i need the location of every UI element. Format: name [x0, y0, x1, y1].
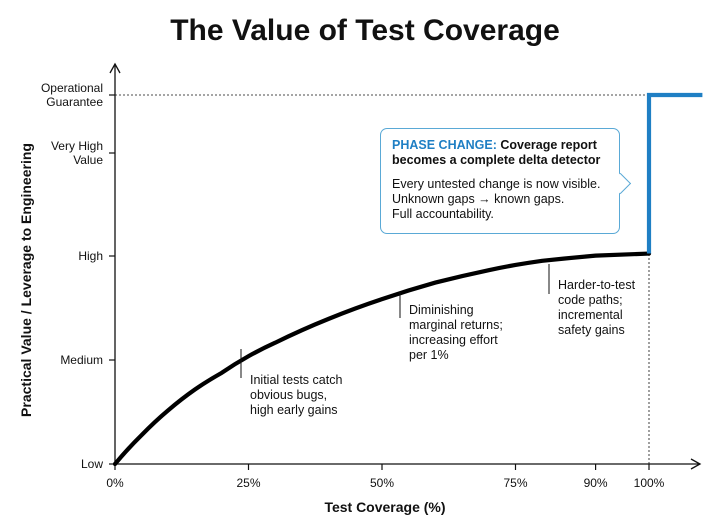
- annotation-line: high early gains: [250, 403, 338, 417]
- y-tick-label-line: Medium: [60, 353, 103, 367]
- y-tick-label-line: Very High: [51, 139, 103, 153]
- annotation-line: incremental: [558, 308, 623, 322]
- y-tick-label: Operational Guarantee: [41, 81, 103, 109]
- y-tick-label: Very High Value: [51, 139, 103, 167]
- callout-body-line: Unknown gaps → known gaps.: [392, 192, 565, 206]
- x-tick-label: 25%: [236, 476, 260, 490]
- y-tick-label-line: Value: [73, 153, 103, 167]
- guides: [115, 94, 650, 464]
- callout-headline-line2: becomes a complete delta detector: [392, 153, 601, 167]
- value-curve-line: [112, 251, 652, 467]
- x-tick-label: 100%: [634, 476, 665, 490]
- series: [112, 92, 703, 467]
- annotation-line: marginal returns;: [409, 318, 503, 332]
- x-tick-label: 0%: [106, 476, 124, 490]
- y-tick-label-line: Operational: [41, 81, 103, 95]
- x-tick-label: 50%: [370, 476, 394, 490]
- annotation-line: obvious bugs,: [250, 388, 327, 402]
- callout-tag: PHASE CHANGE:: [392, 138, 497, 152]
- callout-body: Every untested change is now visible. Un…: [392, 177, 609, 222]
- axes: 0% 25% 50% 75% 90% 100% Low Medium High Very High…: [41, 62, 702, 490]
- annotations: Initial tests catch obvious bugs, high ear…: [240, 264, 636, 417]
- annotation-line: per 1%: [409, 348, 449, 362]
- annotation-line: increasing effort: [409, 333, 498, 347]
- chart-title: The Value of Test Coverage: [170, 14, 560, 47]
- phase-change-line: [646, 92, 703, 254]
- y-tick-label: High: [78, 249, 103, 263]
- y-tick-label-line: Guarantee: [46, 95, 103, 109]
- x-tick-label: 75%: [503, 476, 527, 490]
- y-tick-label: Medium: [60, 353, 103, 367]
- callout-body-line: Full accountability.: [392, 207, 494, 221]
- phase-change-callout: PHASE CHANGE: Coverage report becomes a …: [380, 128, 632, 234]
- annotation-line: Initial tests catch: [250, 373, 342, 387]
- annotation-text: Harder-to-test code paths; incremental safe…: [558, 278, 636, 337]
- y-tick-label-line: High: [78, 249, 103, 263]
- annotation-line: safety gains: [558, 323, 625, 337]
- annotation-line: Diminishing: [409, 303, 474, 317]
- y-tick-label: Low: [81, 457, 103, 471]
- callout-body-line: Every untested change is now visible.: [392, 177, 601, 191]
- callout-headline: PHASE CHANGE: Coverage report becomes a …: [392, 138, 609, 168]
- callout-headline-rest: Coverage report: [500, 138, 597, 152]
- y-axis-arrow: [109, 62, 121, 74]
- y-axis-title: Practical Value / Leverage to Engineerin…: [18, 143, 34, 417]
- x-axis-title: Test Coverage (%): [324, 499, 445, 515]
- annotation-text: Initial tests catch obvious bugs, high ear…: [250, 373, 342, 417]
- annotation-line: Harder-to-test: [558, 278, 636, 292]
- x-tick-label: 90%: [584, 476, 608, 490]
- x-axis-arrow: [690, 458, 702, 470]
- annotation-text: Diminishing marginal returns; increasing e…: [409, 303, 503, 362]
- y-tick-label-line: Low: [81, 457, 103, 471]
- annotation-line: code paths;: [558, 293, 623, 307]
